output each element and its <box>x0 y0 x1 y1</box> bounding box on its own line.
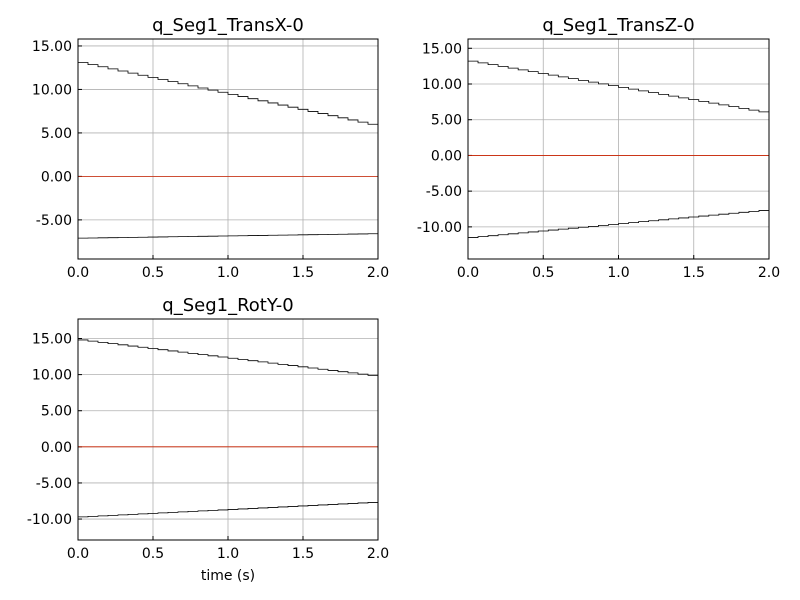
series-line-3 <box>468 210 769 238</box>
x-tick-label: 1.5 <box>683 265 705 281</box>
subplot-title: q_Seg1_RotY-0 <box>162 295 293 316</box>
x-axis-label: time (s) <box>201 568 255 584</box>
x-tick-label: 1.5 <box>292 265 314 281</box>
plot-frame <box>467 38 770 260</box>
x-tick-label: 2.0 <box>758 265 780 281</box>
series-line-1 <box>78 339 378 376</box>
y-tick-label: -5.00 <box>36 213 72 229</box>
subplot-title: q_Seg1_TransZ-0 <box>542 15 694 36</box>
y-tick-label: 15.00 <box>32 332 72 348</box>
x-tick-label: 0.0 <box>457 265 479 281</box>
plot-frame <box>77 38 379 260</box>
x-tick-label: 0.5 <box>142 265 164 281</box>
x-tick-label: 1.0 <box>607 265 629 281</box>
x-tick-label: 0.0 <box>67 265 89 281</box>
y-tick-label: 0.00 <box>41 169 72 185</box>
x-tick-label: 1.0 <box>217 265 239 281</box>
y-tick-label: 15.00 <box>422 41 462 57</box>
series-line-3 <box>78 233 378 239</box>
y-tick-label: -10.00 <box>417 220 462 236</box>
x-tick-label: 0.0 <box>67 546 89 562</box>
subplot-1: 0.0 0.5 1.0 1.5 2.0 -5.00 0.00 5.00 10.00 15.00 q_… <box>32 15 389 281</box>
x-tick-label: 0.5 <box>532 265 554 281</box>
y-tick-label: 15.00 <box>32 39 72 55</box>
series-line-1 <box>78 62 378 125</box>
y-tick-label: 10.00 <box>32 368 72 384</box>
y-tick-label: 5.00 <box>431 113 462 129</box>
y-tick-label: -5.00 <box>36 476 72 492</box>
subplot-2: 0.0 0.5 1.0 1.5 2.0 -10.00 -5.00 0.00 5.00 10.00 1… <box>417 15 780 281</box>
x-tick-label: 2.0 <box>367 265 389 281</box>
subplot-title: q_Seg1_TransX-0 <box>152 15 304 36</box>
y-tick-label: 5.00 <box>41 404 72 420</box>
subplot-3: 0.0 0.5 1.0 1.5 2.0 -10.00 -5.00 0.00 5.00 10.00 1… <box>27 295 389 584</box>
plot-frame <box>77 318 379 541</box>
y-tick-label: 0.00 <box>431 148 462 164</box>
series-line-1 <box>468 60 769 113</box>
y-tick-label: 5.00 <box>41 126 72 142</box>
y-tick-label: 10.00 <box>32 82 72 98</box>
x-tick-label: 2.0 <box>367 546 389 562</box>
series-line-3 <box>78 502 378 518</box>
y-tick-label: 0.00 <box>41 440 72 456</box>
x-tick-label: 1.5 <box>292 546 314 562</box>
x-tick-label: 0.5 <box>142 546 164 562</box>
x-tick-label: 1.0 <box>217 546 239 562</box>
y-tick-label: -10.00 <box>27 512 72 528</box>
y-tick-label: 10.00 <box>422 77 462 93</box>
y-tick-label: -5.00 <box>426 184 462 200</box>
